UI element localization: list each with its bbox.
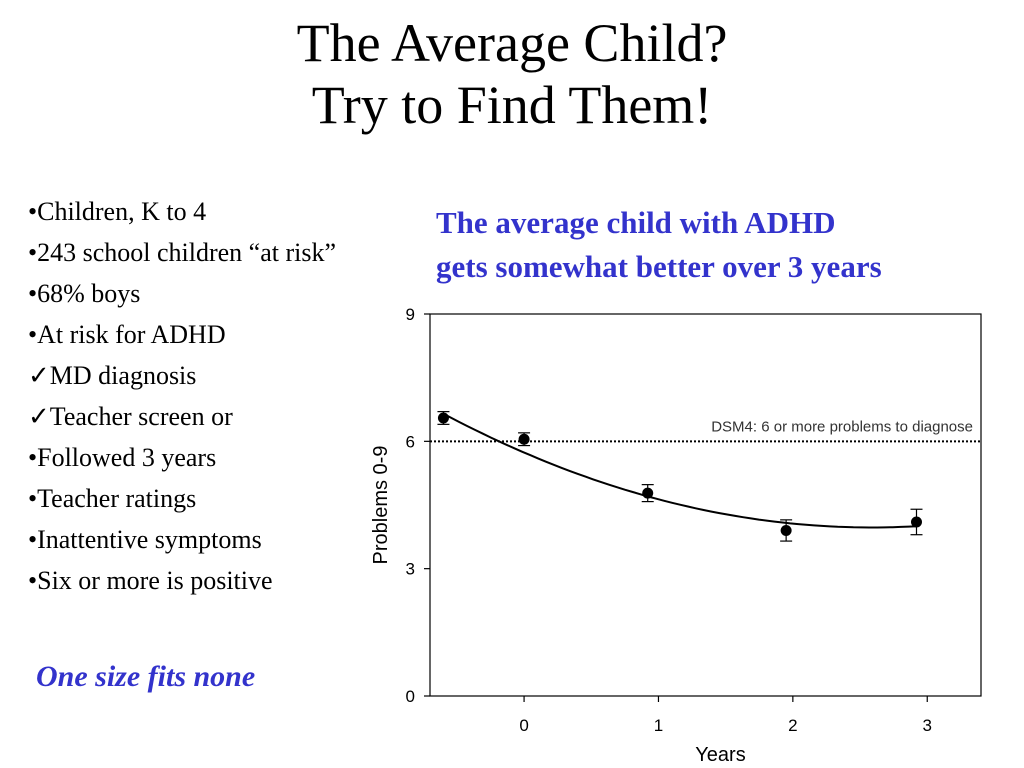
bullet-item: ✓MD diagnosis [28,361,197,390]
x-axis-label: Years [695,744,745,766]
bullet-item: •At risk for ADHD [28,320,226,349]
reference-line-label: DSM4: 6 or more problems to diagnose [711,418,973,435]
x-tick-label: 0 [519,716,528,735]
data-point [518,433,530,445]
data-points [437,411,923,542]
data-point [437,412,449,424]
bullet-item: •68% boys [28,279,141,308]
tagline: One size fits none [36,660,256,693]
plot-frame [429,313,982,697]
slide-title: The Average Child? Try to Find Them! [0,12,1024,136]
x-tick-label: 1 [654,716,663,735]
x-tick-label: 2 [788,716,797,735]
y-axis-ticks: 0 3 6 9 [406,305,430,706]
bullet-list: •Children, K to 4 •243 school children “… [28,191,428,601]
headline-line-2: gets somewhat better over 3 years [436,249,882,284]
chart-headline: The average child with ADHD gets somewha… [436,201,1024,289]
title-line-2: Try to Find Them! [311,75,713,135]
bullet-item: •Children, K to 4 [28,197,207,226]
x-tick-label: 3 [923,716,932,735]
data-point [780,524,792,536]
bullet-item: •Teacher ratings [28,484,197,513]
bullet-item: •Followed 3 years [28,443,217,472]
bullet-item: •Six or more is positive [28,566,273,595]
bullet-item: •243 school children “at risk” [28,238,337,267]
y-tick-label: 6 [406,432,415,451]
title-line-1: The Average Child? [296,13,728,73]
y-axis-label: Problems 0-9 [370,446,392,565]
bullet-item: •Inattentive symptoms [28,525,262,554]
trend-curve [442,412,917,529]
y-tick-label: 3 [406,560,415,579]
data-point [910,516,922,528]
data-point [642,487,654,499]
y-tick-label: 9 [406,305,415,324]
adhd-chart: 0 3 6 9 0 1 2 3 DSM4: 6 or more problems to di… [370,305,982,766]
bullet-item: ✓Teacher screen or [28,402,233,431]
y-tick-label: 0 [406,687,415,706]
x-axis-ticks: 0 1 2 3 [519,696,932,735]
headline-line-1: The average child with ADHD [436,205,836,240]
